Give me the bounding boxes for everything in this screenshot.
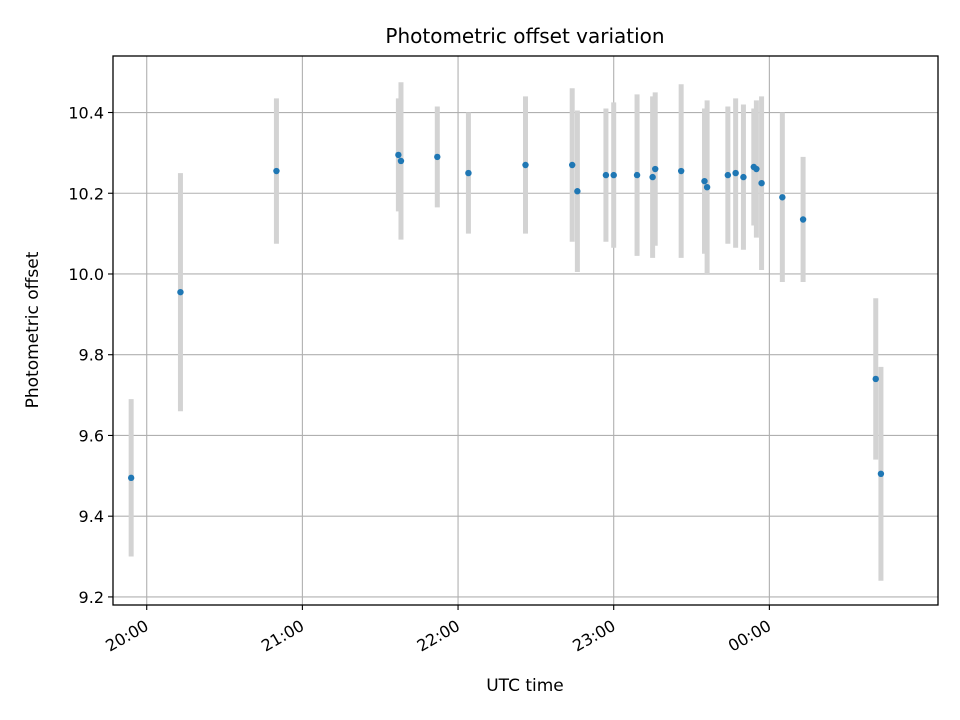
x-axis-title: UTC time [486, 676, 564, 696]
data-point [434, 153, 441, 161]
data-point [652, 165, 659, 173]
data-point [758, 179, 765, 187]
data-point [574, 188, 581, 195]
data-point [740, 173, 747, 181]
data-point [602, 171, 610, 179]
data-point [610, 171, 617, 179]
data-point [703, 183, 711, 191]
y-tick-label: 10.4 [68, 104, 104, 123]
data-point [779, 194, 786, 201]
y-axis-title: Photometric offset [23, 251, 43, 408]
data-point [732, 169, 739, 177]
data-point [753, 165, 760, 173]
data-point [677, 167, 685, 175]
data-point [522, 161, 529, 169]
data-point [177, 288, 184, 296]
data-point [633, 171, 641, 179]
data-points [127, 151, 885, 482]
data-point [872, 375, 879, 383]
y-tick-label: 9.8 [79, 346, 104, 365]
data-point [799, 216, 807, 223]
data-point [568, 161, 576, 169]
y-tick-label: 9.4 [79, 507, 104, 526]
y-tick-label: 10.0 [68, 265, 104, 284]
chart-title: Photometric offset variation [385, 24, 664, 48]
y-tick-label: 10.2 [68, 184, 104, 203]
data-point [397, 157, 405, 165]
data-point [127, 474, 135, 482]
data-point [877, 470, 885, 478]
y-tick-label: 9.2 [79, 588, 104, 607]
data-point [395, 151, 402, 159]
plot-frame [112, 55, 939, 606]
data-point [724, 171, 732, 179]
data-point [649, 173, 656, 181]
data-point [465, 169, 472, 177]
data-point [701, 177, 708, 185]
y-tick-label: 9.6 [79, 426, 104, 445]
data-point [273, 167, 280, 175]
